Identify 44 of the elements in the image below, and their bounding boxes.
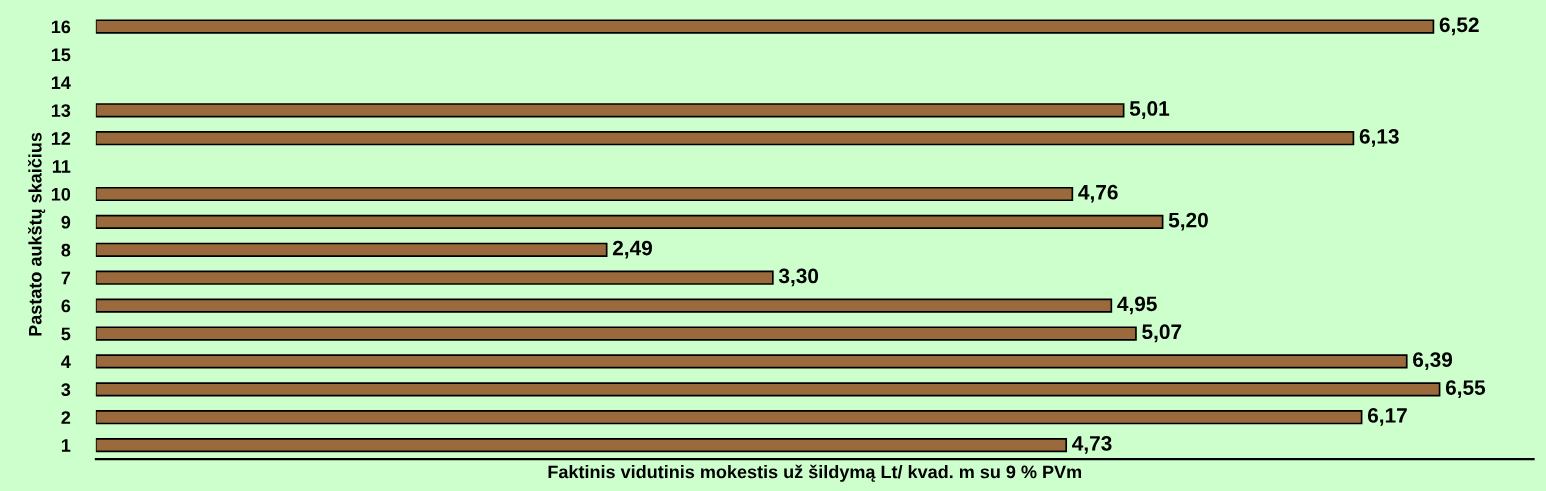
data-label: 2,49	[612, 240, 652, 259]
y-tick-label: 1	[61, 439, 71, 452]
bar	[95, 103, 1125, 118]
bar	[95, 354, 1408, 369]
data-label: 5,20	[1168, 212, 1208, 231]
y-tick-label: 6	[61, 299, 71, 313]
bar	[95, 326, 1137, 341]
data-label: 6,52	[1439, 17, 1479, 36]
bar	[95, 410, 1363, 425]
bar	[95, 242, 608, 257]
bar	[95, 438, 1068, 453]
y-tick-label: 12	[51, 132, 71, 145]
y-tick-label: 7	[61, 271, 71, 285]
y-tick-label: 15	[51, 48, 71, 62]
data-label: 3,30	[778, 268, 819, 287]
y-tick-label: 2	[61, 411, 71, 424]
y-tick-label: 16	[51, 20, 71, 34]
y-tick-label: 13	[51, 104, 71, 118]
data-label: 5,01	[1129, 101, 1170, 119]
y-tick-label: 3	[61, 383, 71, 397]
data-label: 4,73	[1072, 435, 1112, 454]
data-label: 6,13	[1359, 129, 1399, 147]
y-tick-label: 14	[51, 76, 71, 89]
bar	[95, 214, 1164, 230]
data-label: 6,17	[1367, 408, 1407, 426]
data-label: 4,95	[1117, 296, 1157, 315]
bar	[95, 131, 1355, 146]
y-tick-label: 10	[51, 187, 71, 201]
data-label: 5,07	[1142, 324, 1182, 343]
bar	[95, 186, 1074, 202]
data-label: 4,76	[1078, 184, 1118, 203]
x-axis-title: Faktinis vidutinis mokestis už šildymą Lt/ kvad. m su 9 % PVm	[548, 464, 1082, 482]
y-axis-title: Pastato aukštų skaičius	[27, 132, 46, 336]
y-tick-label: 9	[61, 215, 71, 229]
data-label: 6,55	[1445, 380, 1486, 398]
bar	[95, 19, 1435, 34]
y-tick-label: 8	[61, 243, 71, 257]
bar	[95, 298, 1113, 313]
bar	[95, 382, 1441, 397]
y-tick-label: 4	[61, 355, 71, 368]
data-label: 6,39	[1413, 352, 1453, 371]
y-tick-label: 5	[61, 327, 71, 341]
y-tick-label: 11	[52, 160, 71, 173]
bar	[95, 270, 774, 285]
